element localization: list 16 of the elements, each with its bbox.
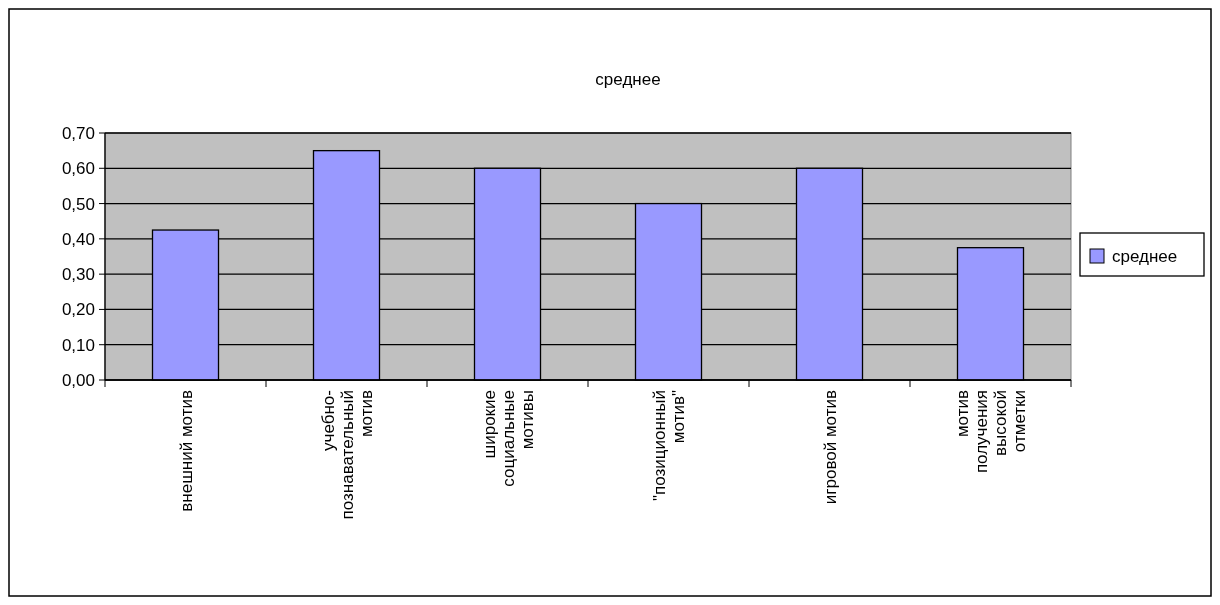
x-tick-label: широкие социальные мотивы: [479, 390, 537, 487]
y-tick-label: 0,60: [61, 159, 95, 179]
y-tick-label: 0,50: [61, 194, 95, 214]
y-tick-label: 0,70: [61, 123, 95, 143]
y-tick-label: 0,00: [61, 370, 95, 390]
y-tick-label: 0,20: [61, 300, 95, 320]
y-tick-label: 0,10: [61, 335, 95, 355]
legend-label: среднее: [1112, 246, 1178, 266]
x-tick-label: игровой мотив: [820, 390, 840, 505]
y-tick-label: 0,30: [61, 265, 95, 285]
x-tick-label: учебно-познавательный мотив: [318, 390, 376, 520]
x-tick-label: внешний мотив: [176, 390, 196, 512]
chart-title: среднее: [595, 70, 661, 89]
x-tick-label: "позиционный мотив": [650, 390, 688, 501]
y-tick-label: 0,40: [61, 229, 95, 249]
x-tick-label: мотив получения высокой отметки: [953, 390, 1029, 474]
